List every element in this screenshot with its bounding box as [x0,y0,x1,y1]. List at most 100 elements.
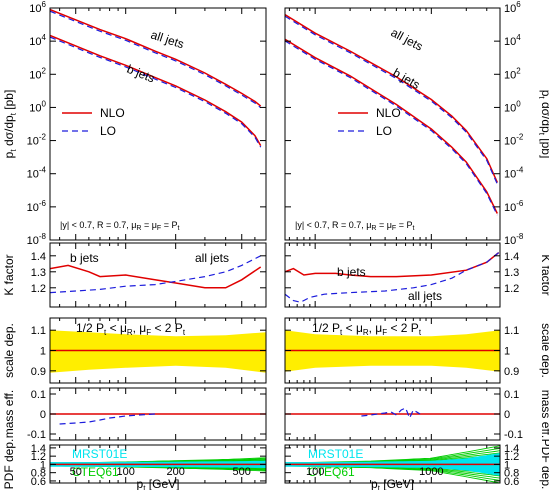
y-tick-label: 1.4 [504,443,519,455]
label-mrst-right: MRST01E [308,447,363,461]
label-all-jets-right: all jets [389,25,426,53]
ylabel-unit: [pb] [2,90,16,113]
y-axis-label-left: scale dep. [2,323,16,378]
cuts-text: = μ [141,220,156,230]
y-tick-label: 10-6 [504,199,524,214]
nlo-line-all-jets [285,13,498,183]
y-axis-label-right: pt dσ/dpt [pb] [537,90,549,159]
y-tick-exponent: 6 [516,0,521,9]
plot-area [285,13,498,216]
y-tick-label: 10-8 [27,232,47,247]
scale-annotation-text: , μ [369,321,383,335]
scale-annotation-text: 1/2 P [76,321,104,335]
y-tick-label: 1.4 [31,443,46,455]
y-tick-label: 10-6 [27,199,47,214]
panel-mass-effect: -0.1 -0.1 0 0 0.1 0.1 mass eff. mass eff. [2,387,549,441]
y-tick-exponent: 0 [42,99,47,108]
y-tick-exponent: -6 [39,199,47,208]
y-tick-label: 102 [29,66,46,81]
kfactor-lo-line [285,252,500,303]
x-tick-label: 100 [117,466,135,478]
plot-area [50,457,266,472]
y-tick-base: 10 [29,69,41,81]
y-tick-label: 100 [504,99,521,114]
y-tick-base: 10 [504,69,516,81]
cuts-sub: t [412,225,414,232]
plot-area [50,8,262,148]
legend-nlo-label: NLO [100,106,125,120]
plot-area [50,330,266,373]
y-tick-base: 10 [504,36,516,48]
y-tick-label: 0.8 [504,468,519,480]
scale-annotation-text: < 2 P [151,321,183,335]
cuts-text: = P [161,220,177,230]
y-tick-base: 10 [27,169,39,181]
y-axis-label-right: PDF dep. [539,439,549,490]
scale-annotation-sub: F [382,328,387,337]
y-tick-base: 10 [504,102,516,114]
y-tick-base: 10 [27,235,39,247]
xlabel-sub: t [378,484,381,490]
y-tick-base: 10 [504,136,516,148]
kfactor-label-all-jets-left: all jets [195,251,229,265]
y-tick-label: 1 [504,459,510,471]
scale-annotation-text: < μ [342,321,363,335]
y-tick-base: 10 [504,235,516,247]
y-tick-label: 1.4 [31,251,46,263]
label-mrst-left: MRST01E [72,447,127,461]
y-tick-exponent: 0 [516,99,521,108]
y-tick-label: 0 [504,409,510,421]
y-tick-label: 10-4 [504,166,524,181]
y-tick-base: 10 [29,102,41,114]
y-tick-label: 104 [29,33,46,48]
kfactor-lo-line [50,255,261,294]
xlabel-unit: [GeV] [380,477,414,490]
legend-nlo-label: NLO [376,106,401,120]
y-tick-label: 10-8 [504,232,524,247]
lo-line-b-jets [50,36,262,148]
y-axis-label-left: mass eff. [2,390,16,438]
panel-k-factor: 1.2 1.2 1.3 1.3 1.4 1.4 K factor K factor b jets… [2,242,549,308]
scale-annotation-sub: t [183,328,186,337]
cuts-annotation: |y| < 0.7, R = 0.7, μR = μF = Pt [60,220,179,232]
cuts-text: |y| < 0.7, R = 0.7, μ [60,220,136,230]
label-all-jets-left: all jets [149,28,186,52]
y-tick-label: 10-2 [27,133,47,148]
plot-frame [49,7,267,241]
y-tick-label: 104 [504,33,521,48]
cuts-sub: R [371,225,376,232]
y-tick-base: 10 [504,3,516,15]
scale-annotation-text: 1/2 P [312,321,340,335]
ylabel-mid: dσ/dp [539,99,549,133]
ylabel-p: p [2,151,16,158]
scale-annotation-sub: R [363,328,369,337]
y-tick-label: -0.1 [504,429,523,441]
y-tick-exponent: -2 [516,133,524,142]
x-tick-label: 50 [70,466,82,478]
xlabel-unit: [GeV] [145,477,179,490]
y-axis-label-left: K factor [2,254,16,295]
y-tick-label: 1.2 [31,451,46,463]
plot-area [285,445,500,483]
y-tick-label: 102 [504,66,521,81]
y-tick-exponent: -2 [39,133,47,142]
kfactor-label-b-jets-left: b jets [70,251,99,265]
y-tick-label: 0.1 [31,389,46,401]
label-b-jets-left: b jets [125,62,157,86]
y-tick-label: 0.8 [31,468,46,480]
scale-annotation-sub: t [340,328,343,337]
y-tick-label: 1.3 [31,267,46,279]
y-tick-exponent: -4 [516,166,524,175]
nlo-line-all-jets [50,8,262,107]
y-tick-exponent: 2 [42,66,47,75]
x-tick-label: 1000 [419,466,443,478]
kfactor-label-all-jets-right: all jets [408,289,442,303]
legend-lo-label: LO [376,124,392,138]
legend-lo-label: LO [100,124,116,138]
y-tick-label: 1.2 [504,283,519,295]
y-tick-label: 100 [29,99,46,114]
scale-annotation-sub: F [146,328,151,337]
x-axis-title: pt [GeV] [371,477,414,490]
